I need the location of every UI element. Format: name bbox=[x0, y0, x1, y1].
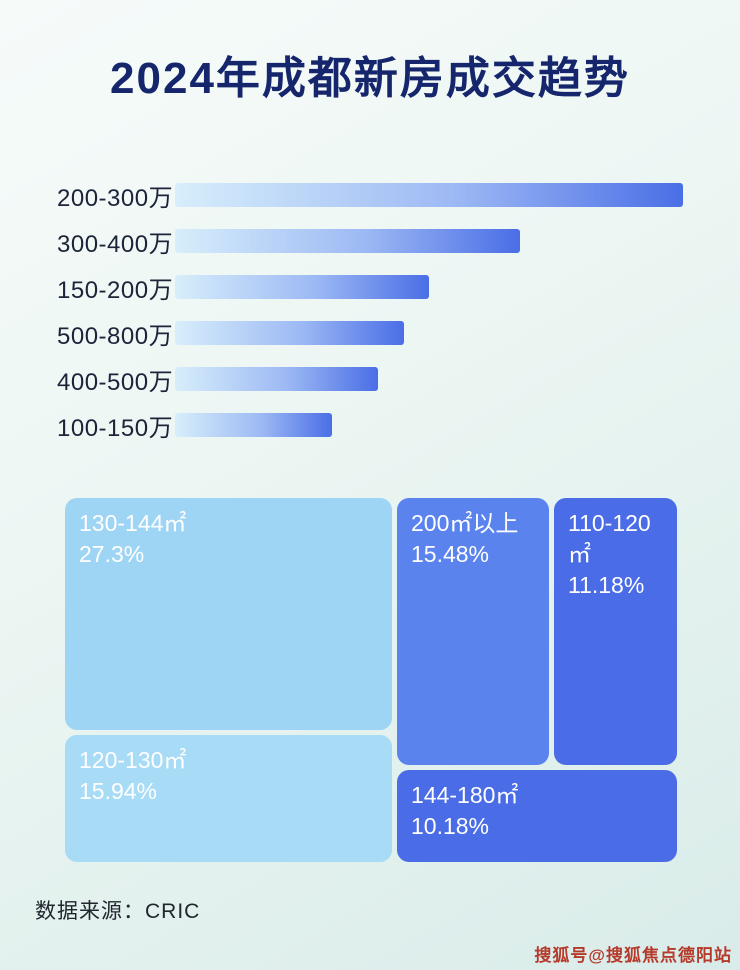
bar-fill bbox=[175, 183, 683, 207]
bar-label: 100-150万 bbox=[57, 414, 174, 442]
treemap-value: 11.18% bbox=[568, 572, 645, 599]
bar-row: 400-500万 bbox=[57, 366, 683, 396]
treemap-block-130-144: 130-144㎡ 27.3% bbox=[65, 498, 392, 730]
bar-track bbox=[175, 229, 683, 253]
bar-row: 500-800万 bbox=[57, 320, 683, 350]
treemap-value: 15.48% bbox=[411, 541, 490, 568]
bar-label: 400-500万 bbox=[57, 368, 174, 396]
bar-fill bbox=[175, 367, 379, 391]
bar-row: 150-200万 bbox=[57, 274, 683, 304]
page-title: 2024年成都新房成交趋势 bbox=[110, 54, 630, 103]
bar-track bbox=[175, 367, 683, 391]
treemap-value: 10.18% bbox=[411, 813, 490, 840]
bar-label: 500-800万 bbox=[57, 322, 174, 350]
bar-fill bbox=[175, 321, 404, 345]
treemap-block-110-120: 110-120㎡ 11.18% bbox=[554, 498, 677, 765]
bar-track bbox=[175, 183, 683, 207]
bar-fill bbox=[175, 413, 333, 437]
bar-track bbox=[175, 275, 683, 299]
watermark-text: 搜狐号@搜狐焦点德阳站 bbox=[534, 946, 732, 965]
treemap-block-200plus: 200㎡以上 15.48% bbox=[397, 498, 549, 765]
bar-label: 300-400万 bbox=[57, 230, 174, 258]
treemap-block-120-130: 120-130㎡ 15.94% bbox=[65, 735, 392, 862]
bar-fill bbox=[175, 229, 521, 253]
treemap-label: 110-120㎡ bbox=[568, 510, 651, 568]
treemap-value: 15.94% bbox=[79, 778, 158, 805]
bar-track bbox=[175, 321, 683, 345]
treemap-block-144-180: 144-180㎡ 10.18% bbox=[397, 770, 677, 862]
treemap-value: 27.3% bbox=[79, 541, 145, 568]
price-range-bar-chart: 200-300万 300-400万 150-200万 500-800万 400-… bbox=[57, 182, 683, 458]
bar-label: 200-300万 bbox=[57, 184, 174, 212]
treemap-label: 200㎡以上 bbox=[411, 510, 519, 536]
bar-fill bbox=[175, 275, 429, 299]
data-source-text: 数据来源：CRIC bbox=[35, 900, 201, 923]
bar-row: 100-150万 bbox=[57, 412, 683, 442]
treemap-label: 120-130㎡ bbox=[79, 747, 187, 773]
area-treemap: 130-144㎡ 27.3% 200㎡以上 15.48% 110-120㎡ 11… bbox=[65, 498, 677, 862]
bar-track bbox=[175, 413, 683, 437]
treemap-label: 144-180㎡ bbox=[411, 782, 519, 808]
treemap-label: 130-144㎡ bbox=[79, 510, 187, 536]
bar-label: 150-200万 bbox=[57, 276, 174, 304]
bar-row: 200-300万 bbox=[57, 182, 683, 212]
bar-row: 300-400万 bbox=[57, 228, 683, 258]
